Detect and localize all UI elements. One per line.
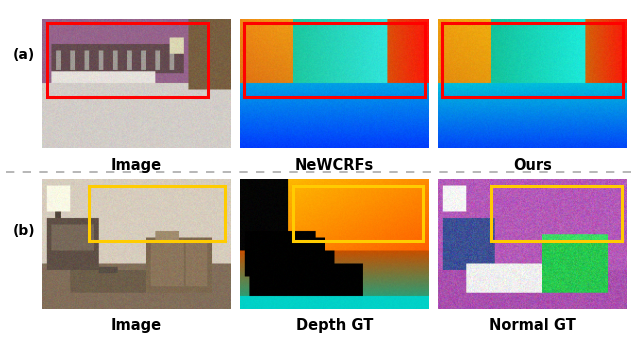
Text: (a): (a) bbox=[13, 48, 35, 62]
Bar bbox=[47, 23, 208, 97]
Bar bbox=[492, 186, 621, 241]
Text: NeWCRFs: NeWCRFs bbox=[295, 158, 374, 173]
Bar bbox=[89, 186, 225, 241]
Text: Normal GT: Normal GT bbox=[490, 318, 576, 333]
Text: (b): (b) bbox=[13, 224, 35, 238]
Bar bbox=[293, 186, 423, 241]
Text: Image: Image bbox=[111, 318, 161, 333]
Text: Ours: Ours bbox=[513, 158, 552, 173]
Text: Depth GT: Depth GT bbox=[296, 318, 373, 333]
Bar bbox=[244, 23, 425, 97]
Text: Image: Image bbox=[111, 158, 161, 173]
Bar bbox=[442, 23, 623, 97]
